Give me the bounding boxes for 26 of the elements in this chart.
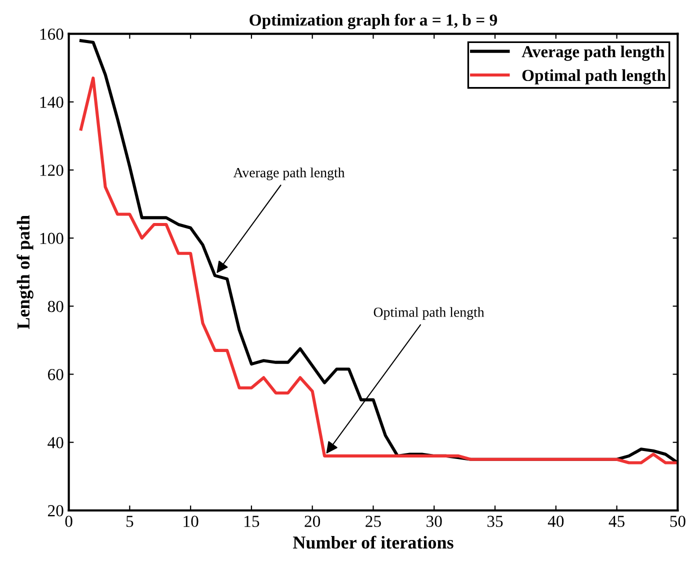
- legend-label: Average path length: [522, 46, 665, 61]
- chart-title: Optimization graph for a = 1, b = 9: [250, 14, 498, 30]
- y-tick-label: 160: [40, 28, 64, 40]
- x-tick-label: 50: [670, 516, 686, 528]
- y-tick-label: 40: [48, 437, 64, 448]
- x-tick-label: 5: [126, 516, 134, 528]
- y-tick-label: 60: [48, 368, 64, 380]
- x-tick-label: 30: [426, 516, 442, 528]
- x-tick-label: 15: [244, 516, 260, 528]
- x-axis-title: Number of iterations: [293, 536, 454, 549]
- x-tick-label: 35: [487, 516, 503, 528]
- y-tick-label: 80: [48, 300, 64, 312]
- x-tick-label: 20: [304, 516, 320, 528]
- legend-label: Optimal path length: [522, 69, 666, 85]
- y-tick-label: 140: [40, 96, 64, 108]
- x-tick-label: 25: [366, 516, 381, 528]
- y-tick-label: 20: [48, 505, 64, 516]
- x-tick-label: 0: [65, 516, 72, 528]
- annotation: Optimal path length: [374, 307, 484, 320]
- annotation: Average path length: [233, 168, 345, 180]
- x-tick-label: 40: [548, 516, 564, 528]
- x-tick-label: 10: [184, 516, 198, 528]
- x-tick-label: 45: [608, 516, 624, 528]
- y-tick-label: 120: [40, 164, 64, 176]
- y-tick-label: 100: [40, 232, 64, 244]
- y-axis-title: Length of path: [16, 215, 34, 330]
